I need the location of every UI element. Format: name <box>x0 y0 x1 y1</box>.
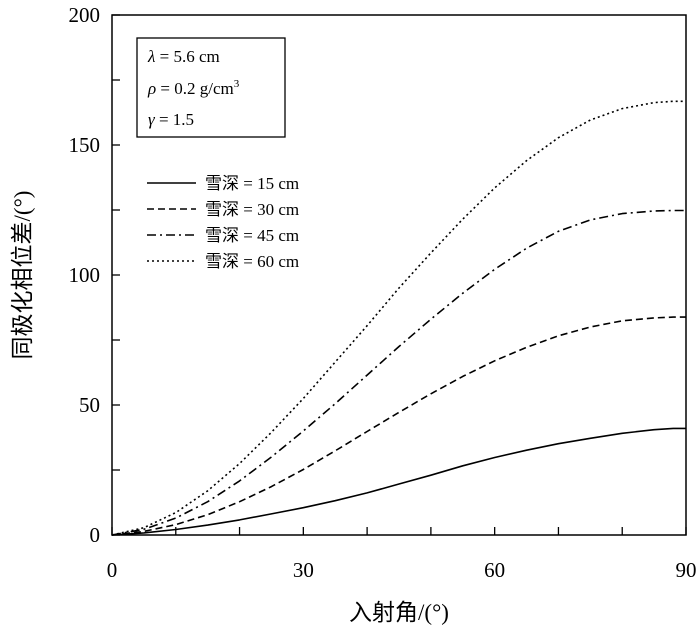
parameter-box-frame <box>136 37 286 138</box>
series-line-1 <box>111 427 686 536</box>
legend-label-2: 雪深 = 30 cm <box>205 200 299 219</box>
y-tick-label: 50 <box>79 393 100 417</box>
x-tick-label: 90 <box>676 558 697 582</box>
y-tick-label: 0 <box>90 523 101 547</box>
x-tick-label: 30 <box>293 558 314 582</box>
y-tick-label: 100 <box>69 263 101 287</box>
param-gamma: γ = 1.5 <box>148 110 194 129</box>
legend-label-3: 雪深 = 45 cm <box>205 226 299 245</box>
y-axis-title: 同极化相位差/(°) <box>10 191 35 360</box>
parameter-box: λ = 5.6 cm ρ = 0.2 g/cm3 γ = 1.5 <box>136 37 286 138</box>
x-tick-label: 0 <box>107 558 118 582</box>
param-lambda: λ = 5.6 cm <box>147 47 220 66</box>
series-line-3 <box>111 209 686 536</box>
x-tick-label: 60 <box>484 558 505 582</box>
series-line-2 <box>111 316 686 536</box>
y-tick-label: 200 <box>69 3 101 27</box>
series-line-4 <box>111 100 686 536</box>
param-rho: ρ = 0.2 g/cm3 <box>147 78 240 98</box>
x-axis-title: 入射角/(°) <box>349 600 449 625</box>
legend-label-1: 雪深 = 15 cm <box>205 174 299 193</box>
legend: 雪深 = 15 cm 雪深 = 30 cm 雪深 = 45 cm 雪深 = 60 cm <box>147 174 299 271</box>
y-tick-label: 150 <box>69 133 101 157</box>
legend-label-4: 雪深 = 60 cm <box>205 252 299 271</box>
